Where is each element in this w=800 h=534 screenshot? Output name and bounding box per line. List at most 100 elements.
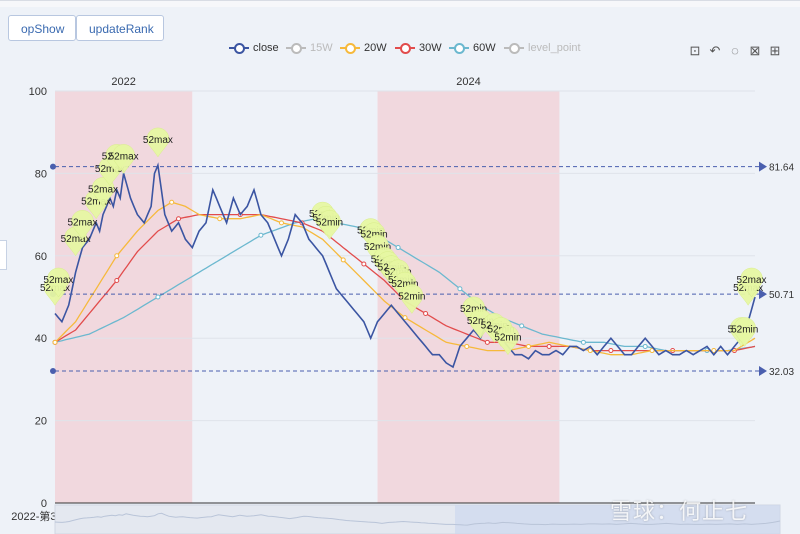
year-band-label: 2022 (111, 76, 135, 88)
mark-point-label: 52max (61, 234, 91, 245)
legend-item-30w[interactable]: 30W (395, 42, 442, 54)
series-point (484, 339, 490, 345)
data-zoom-window (455, 505, 780, 534)
mark-point-label: 52max (95, 164, 125, 175)
mark-point-pin (71, 210, 94, 240)
series-point (258, 232, 264, 238)
legend-swatch-icon (449, 43, 469, 54)
series-point (114, 253, 120, 259)
mark-point-label: 52min (316, 217, 343, 228)
mark-point-pin (740, 267, 763, 298)
chart-toolbox: ⊡ ↶ ◌ ⊠ ⊞ (688, 44, 782, 58)
side-collapse-tab[interactable] (0, 240, 7, 270)
legend-item-close[interactable]: close (229, 42, 279, 54)
top-border (0, 0, 800, 7)
update-rank-button[interactable]: updateRank (76, 15, 164, 41)
series-point (176, 216, 182, 222)
legend-label: level_point (528, 42, 581, 54)
mark-line-arrow (759, 366, 767, 377)
series-point (546, 343, 552, 349)
mark-point-pin (47, 267, 70, 298)
mark-point-label: 52min (360, 230, 387, 241)
series-point (402, 315, 408, 321)
legend-label: close (253, 42, 279, 54)
mark-point-label: 52max (43, 275, 73, 286)
year-band-label: 2024 (456, 76, 480, 88)
series-point (114, 278, 120, 284)
series-point (361, 261, 367, 267)
series-point (711, 348, 717, 354)
mark-line-arrow (759, 289, 767, 300)
mark-point-pin (400, 284, 424, 314)
series-point (395, 245, 401, 251)
legend-label: 60W (473, 42, 496, 54)
mark-point-pin (91, 177, 115, 207)
series-point (519, 323, 525, 329)
series-point (580, 339, 586, 345)
mark-point-label: 52min (364, 242, 391, 253)
series-point (155, 294, 161, 300)
legend-swatch-icon (286, 43, 306, 54)
mark-line-label: 50.71 (769, 290, 794, 301)
series-point (608, 348, 614, 354)
legend-label: 15W (310, 42, 333, 54)
zoom-icon[interactable]: ⊡ (689, 43, 701, 58)
mark-point-label: 52min (731, 324, 758, 335)
watermark: 雪球：何止七 (610, 500, 749, 525)
series-point (423, 310, 429, 316)
series-point (526, 343, 532, 349)
series-point (52, 339, 58, 345)
mark-point-label: 52max (88, 184, 118, 195)
legend-item-60w[interactable]: 60W (449, 42, 496, 54)
series-point (464, 343, 470, 349)
restore-icon[interactable]: ⊠ (749, 43, 761, 58)
chart-legend: close 15W 20W 30W 60W level_point (0, 38, 800, 62)
series-point (587, 348, 593, 354)
mark-point-label: 52min (467, 316, 494, 327)
data-zoom-preview (54, 512, 781, 526)
series-point (649, 348, 655, 354)
mark-point-pin (318, 210, 341, 240)
mark-line-start (50, 163, 56, 170)
series-point (169, 199, 175, 205)
series-point (217, 216, 223, 222)
y-tick-label: 100 (29, 86, 47, 98)
y-tick-label: 0 (41, 498, 47, 510)
legend-label: 30W (419, 42, 442, 54)
mark-point-label: 52min (460, 304, 487, 315)
mark-point-label: 52min (398, 291, 425, 302)
legend-swatch-icon (395, 43, 415, 54)
legend-item-20w[interactable]: 20W (340, 42, 387, 54)
mark-point-label: 52max (67, 217, 97, 228)
mark-point-pin (112, 144, 135, 174)
mark-point-label: 52max (143, 135, 173, 146)
mark-line-label: 81.64 (769, 163, 794, 174)
legend-label: 20W (364, 42, 387, 54)
series-point (457, 286, 463, 292)
mark-point-label: 52min (494, 333, 521, 344)
mark-line-label: 32.03 (769, 367, 794, 378)
mark-point-label: 52max (81, 197, 111, 208)
mark-point-label: 52max (737, 275, 767, 286)
mark-line-arrow (759, 161, 767, 172)
legend-swatch-icon (229, 43, 249, 54)
mark-point-pin (146, 127, 170, 158)
legend-swatch-icon (504, 43, 524, 54)
series-point (340, 257, 346, 263)
lasso-icon[interactable]: ◌ (731, 43, 739, 58)
mark-point-label: 52max (109, 151, 139, 162)
series-point (278, 220, 284, 226)
save-icon[interactable]: ⊞ (769, 43, 781, 58)
legend-item-15w[interactable]: 15W (286, 42, 333, 54)
opshow-button[interactable]: opShow (8, 15, 76, 41)
y-tick-label: 20 (35, 416, 47, 428)
zoom-reset-icon[interactable]: ↶ (709, 43, 721, 58)
series-line-close (54, 162, 756, 369)
legend-swatch-icon (340, 43, 360, 54)
y-tick-label: 80 (35, 168, 47, 180)
y-tick-label: 40 (35, 333, 47, 345)
mark-point-pin (496, 325, 520, 356)
mark-line-start (50, 368, 56, 375)
legend-item-level-point[interactable]: level_point (504, 42, 581, 54)
